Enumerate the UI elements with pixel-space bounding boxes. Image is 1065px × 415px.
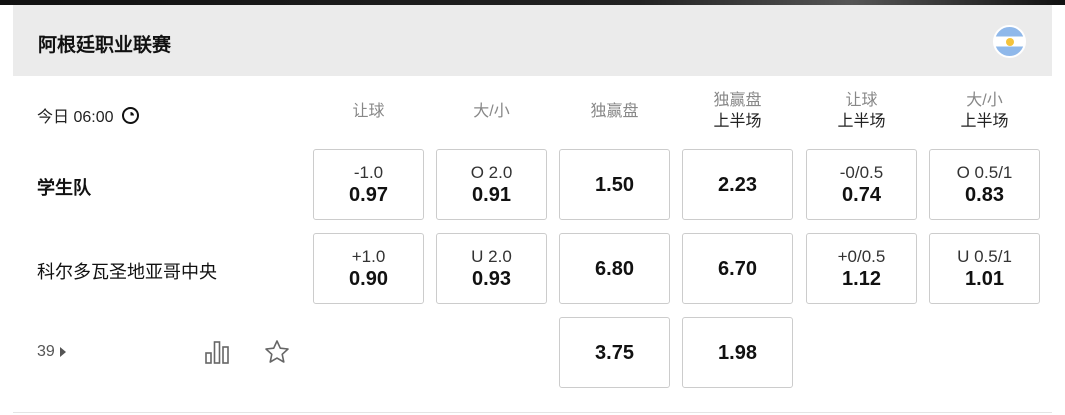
odds-button[interactable]: 1.50 bbox=[559, 149, 670, 220]
odds-value: 0.90 bbox=[349, 268, 388, 290]
top-bar bbox=[0, 0, 1065, 5]
odds-line: -1.0 bbox=[353, 163, 384, 182]
odds-line: -0/0.5 bbox=[839, 163, 884, 182]
column-header: 独赢盘 上半场 bbox=[682, 90, 793, 132]
column-header-main: 大/小 bbox=[966, 92, 1003, 109]
caret-right-icon bbox=[59, 347, 66, 357]
column-header-sub: 上半场 bbox=[837, 113, 886, 130]
odds-line: +0/0.5 bbox=[837, 247, 886, 266]
odds-button[interactable]: 6.70 bbox=[682, 233, 793, 304]
odds-line: O 2.0 bbox=[470, 163, 513, 182]
odds-value: 6.70 bbox=[718, 257, 757, 280]
column-header: 让球 bbox=[313, 101, 424, 122]
odds-value: 0.97 bbox=[349, 184, 388, 206]
odds-value: 6.80 bbox=[595, 257, 634, 280]
odds-button[interactable]: U 2.0 0.93 bbox=[436, 233, 547, 304]
odds-value: 0.91 bbox=[472, 184, 511, 206]
match-time-text: 今日 06:00 bbox=[37, 109, 114, 126]
away-team: 科尔多瓦圣地亚哥中央 bbox=[37, 262, 217, 282]
column-header-main: 独赢盘 bbox=[713, 92, 762, 109]
divider bbox=[13, 412, 1052, 413]
odds-button[interactable]: O 2.0 0.91 bbox=[436, 149, 547, 220]
odds-value: 1.12 bbox=[842, 268, 881, 290]
odds-value: 3.75 bbox=[595, 341, 634, 364]
league-title: 阿根廷职业联赛 bbox=[38, 35, 172, 56]
column-header: 让球 上半场 bbox=[806, 90, 917, 132]
clock-icon bbox=[121, 106, 139, 124]
column-header-sub: 上半场 bbox=[713, 113, 762, 130]
column-header: 大/小 bbox=[436, 101, 547, 122]
odds-value: 0.83 bbox=[965, 184, 1004, 206]
odds-line: O 0.5/1 bbox=[956, 163, 1013, 182]
column-header-main: 让球 bbox=[352, 103, 385, 120]
odds-value: 0.93 bbox=[472, 268, 511, 290]
odds-button[interactable]: 1.98 bbox=[682, 317, 793, 388]
column-header-main: 让球 bbox=[845, 92, 878, 109]
odds-line: U 0.5/1 bbox=[957, 247, 1012, 266]
odds-button[interactable]: U 0.5/1 1.01 bbox=[929, 233, 1040, 304]
odds-button[interactable]: +0/0.5 1.12 bbox=[806, 233, 917, 304]
odds-button[interactable]: 3.75 bbox=[559, 317, 670, 388]
more-markets-button[interactable]: 39 bbox=[37, 343, 66, 361]
odds-value: 0.74 bbox=[842, 184, 881, 206]
more-markets-count: 39 bbox=[37, 343, 55, 360]
league-header: 阿根廷职业联赛 bbox=[13, 5, 1052, 76]
odds-button[interactable]: 2.23 bbox=[682, 149, 793, 220]
odds-button[interactable]: +1.0 0.90 bbox=[313, 233, 424, 304]
odds-value: 2.23 bbox=[718, 173, 757, 196]
odds-button[interactable]: 6.80 bbox=[559, 233, 670, 304]
argentina-flag-icon bbox=[993, 25, 1026, 58]
odds-value: 1.50 bbox=[595, 173, 634, 196]
odds-button[interactable]: -1.0 0.97 bbox=[313, 149, 424, 220]
odds-line: +1.0 bbox=[351, 247, 386, 266]
odds-value: 1.01 bbox=[965, 268, 1004, 290]
odds-button[interactable]: O 0.5/1 0.83 bbox=[929, 149, 1040, 220]
column-header-sub: 上半场 bbox=[960, 113, 1009, 130]
odds-value: 1.98 bbox=[718, 341, 757, 364]
statistics-icon[interactable] bbox=[204, 339, 230, 365]
favorite-star-icon[interactable] bbox=[263, 339, 291, 365]
odds-button[interactable]: -0/0.5 0.74 bbox=[806, 149, 917, 220]
column-header: 大/小上半场 bbox=[929, 90, 1040, 132]
column-header-main: 大/小 bbox=[473, 103, 510, 120]
odds-line: U 2.0 bbox=[471, 247, 512, 266]
column-header: 独赢盘 bbox=[559, 101, 670, 122]
match-time: 今日 06:00 bbox=[37, 103, 139, 127]
home-team: 学生队 bbox=[37, 178, 91, 198]
column-header-main: 独赢盘 bbox=[590, 103, 639, 120]
